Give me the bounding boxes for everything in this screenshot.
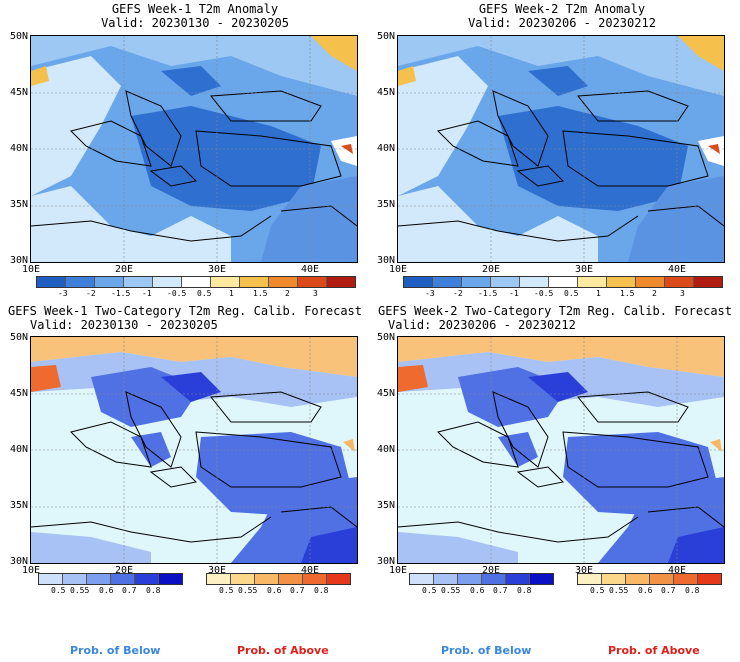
panel-1-map (30, 35, 358, 263)
prob-below-label-1: Prob. of Below (70, 644, 161, 657)
lat-label: 35N (376, 199, 395, 210)
panel-1-title: GEFS Week-1 T2m Anomaly Valid: 20230130 … (101, 2, 289, 30)
lat-label: 40N (376, 143, 395, 154)
lon-label: 10E (389, 264, 408, 275)
lat-label: 40N (9, 143, 28, 154)
anomaly-colorbar-1 (36, 276, 356, 288)
panel-3-map (30, 336, 358, 564)
lon-label: 40E (668, 565, 687, 576)
lat-label: 45N (9, 87, 28, 98)
panel-2-map (397, 35, 725, 263)
lon-label: 40E (301, 264, 320, 275)
lat-label: 30N (376, 255, 395, 266)
lon-label: 30E (575, 565, 594, 576)
above-colorbar-1 (206, 573, 351, 585)
lat-label: 45N (376, 388, 395, 399)
panel-4-title: GEFS Week-2 Two-Category T2m Reg. Calib.… (377, 304, 732, 332)
lat-label: 50N (376, 31, 395, 42)
above-colorbar-2 (577, 573, 722, 585)
lat-label: 40N (376, 444, 395, 455)
lat-label: 30N (9, 556, 28, 567)
lon-label: 30E (575, 264, 594, 275)
lon-label: 40E (301, 565, 320, 576)
lon-label: 10E (389, 565, 408, 576)
lat-label: 50N (9, 332, 28, 343)
lat-label: 35N (9, 500, 28, 511)
lat-label: 40N (9, 444, 28, 455)
lon-label: 20E (482, 264, 501, 275)
lat-label: 45N (9, 388, 28, 399)
panel-3-title: GEFS Week-1 Two-Category T2m Reg. Calib.… (7, 304, 362, 332)
prob-above-label-2: Prob. of Above (608, 644, 700, 657)
lat-label: 50N (9, 31, 28, 42)
panel-4-map (397, 336, 725, 564)
prob-below-label-2: Prob. of Below (441, 644, 532, 657)
lat-label: 30N (9, 255, 28, 266)
lon-label: 20E (115, 565, 134, 576)
anomaly-colorbar-2 (403, 276, 723, 288)
lat-label: 45N (376, 87, 395, 98)
lon-label: 30E (208, 565, 227, 576)
lat-label: 35N (9, 199, 28, 210)
lon-label: 20E (482, 565, 501, 576)
lon-label: 30E (208, 264, 227, 275)
below-colorbar-2 (409, 573, 554, 585)
lat-label: 30N (376, 556, 395, 567)
below-colorbar-1 (38, 573, 183, 585)
lat-label: 35N (376, 500, 395, 511)
lon-label: 40E (668, 264, 687, 275)
panel-2-title: GEFS Week-2 T2m Anomaly Valid: 20230206 … (468, 2, 656, 30)
lon-label: 20E (115, 264, 134, 275)
lon-label: 10E (22, 264, 41, 275)
lat-label: 50N (376, 332, 395, 343)
prob-above-label-1: Prob. of Above (237, 644, 329, 657)
lon-label: 10E (22, 565, 41, 576)
